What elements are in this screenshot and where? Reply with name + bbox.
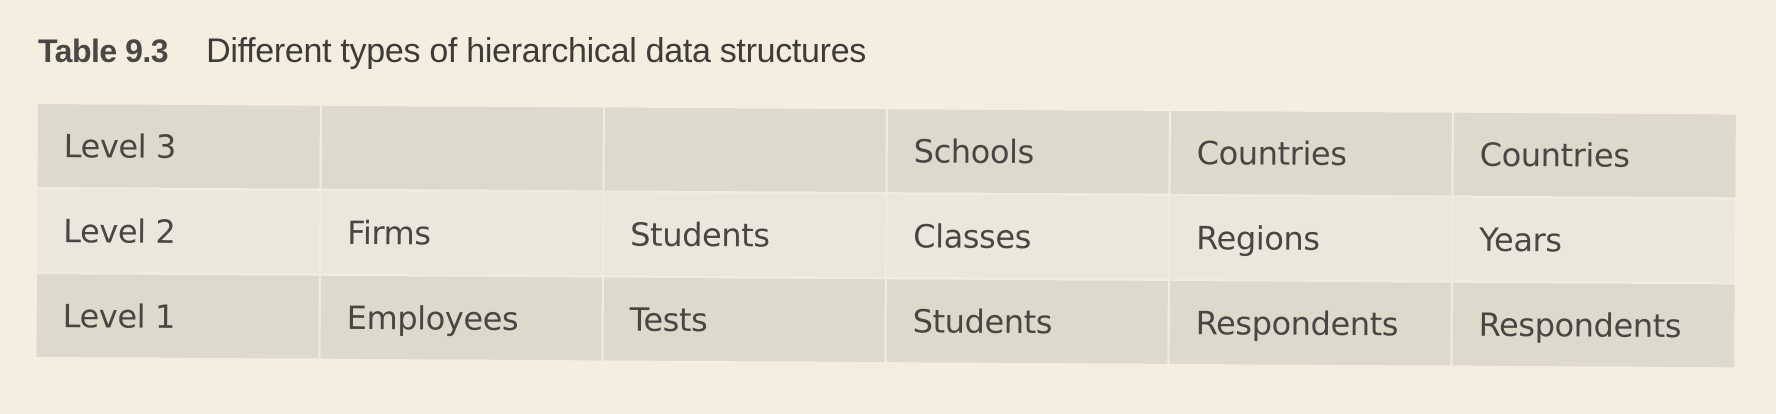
table-number: Table 9.3: [38, 32, 169, 69]
hierarchy-table: Level 3 Schools Countries Countries Leve…: [36, 104, 1736, 368]
table-cell: Classes: [885, 193, 1170, 280]
table-cell: Respondents: [1451, 281, 1735, 368]
table-cell: Respondents: [1168, 279, 1452, 366]
table-cell: Students: [885, 278, 1169, 364]
row-header-level-3: Level 3: [37, 104, 321, 190]
row-header-level-1: Level 1: [36, 272, 320, 359]
table-cell: Firms: [319, 189, 604, 277]
table-cell: Schools: [886, 109, 1170, 195]
table-row-level-3: Level 3 Schools Countries Countries: [37, 104, 1736, 199]
hierarchy-table-container: Level 3 Schools Countries Countries Leve…: [36, 104, 1736, 368]
table-row-level-1: Level 1 Employees Tests Students Respond…: [36, 272, 1735, 368]
table-cell: Regions: [1168, 194, 1453, 282]
row-header-level-2: Level 2: [36, 187, 321, 275]
table-cell: Tests: [602, 276, 886, 363]
table-row-level-2: Level 2 Firms Students Classes Regions Y…: [36, 187, 1736, 284]
table-caption: Table 9.3 Different types of hierarchica…: [38, 26, 866, 76]
table-cell: Years: [1451, 196, 1736, 284]
table-cell: Students: [602, 191, 887, 279]
table-title: Different types of hierarchical data str…: [206, 31, 867, 70]
table-cell: [603, 107, 887, 194]
table-cell: Countries: [1169, 110, 1453, 197]
table-cell: Countries: [1452, 112, 1736, 199]
table-cell: Employees: [319, 274, 603, 361]
table-cell: [320, 105, 604, 192]
